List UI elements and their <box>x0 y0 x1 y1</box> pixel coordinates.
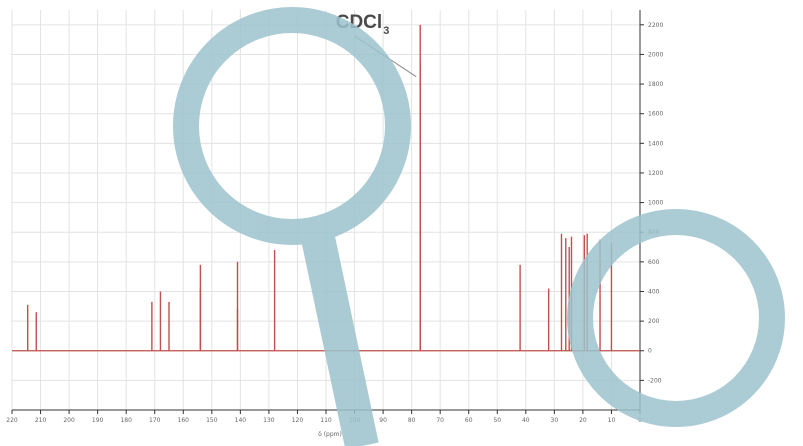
x-tick-label: 210 <box>35 417 47 424</box>
y-tick-label: 1000 <box>648 200 663 207</box>
x-tick-label: 30 <box>551 417 559 424</box>
y-tick-label: 1400 <box>648 140 663 147</box>
x-tick-label: 80 <box>408 417 416 424</box>
y-tick-label: -200 <box>648 377 662 384</box>
y-tick-label: 200 <box>648 318 660 325</box>
x-tick-label: 180 <box>120 417 132 424</box>
x-tick-label: 110 <box>320 417 332 424</box>
x-tick-label: 160 <box>178 417 190 424</box>
x-axis-label: δ (ppm) <box>318 431 342 438</box>
x-tick-label: 40 <box>522 417 530 424</box>
x-tick-label: 50 <box>493 417 501 424</box>
y-tick-label: 600 <box>648 259 660 266</box>
y-tick-label: 0 <box>648 348 652 355</box>
y-ticks: -200020040060080010001200140016001800200… <box>640 22 663 384</box>
y-tick-label: 1200 <box>648 170 663 177</box>
y-tick-label: 400 <box>648 288 660 295</box>
x-ticks: 0102030405060708090100110120130140150160… <box>6 410 642 424</box>
y-tick-label: 1600 <box>648 111 663 118</box>
x-tick-label: 90 <box>379 417 387 424</box>
y-tick-label: 2000 <box>648 51 663 58</box>
x-tick-label: 170 <box>149 417 161 424</box>
x-tick-label: 120 <box>292 417 304 424</box>
y-tick-label: 2200 <box>648 22 663 29</box>
x-tick-label: 220 <box>6 417 18 424</box>
x-tick-label: 10 <box>608 417 616 424</box>
x-tick-label: 140 <box>235 417 247 424</box>
x-tick-label: 60 <box>465 417 473 424</box>
x-tick-label: 70 <box>436 417 444 424</box>
x-tick-label: 200 <box>63 417 75 424</box>
x-tick-label: 130 <box>263 417 275 424</box>
x-tick-label: 150 <box>206 417 218 424</box>
peak-annotation-subscript: 3 <box>383 25 389 37</box>
x-tick-label: 190 <box>92 417 104 424</box>
x-tick-label: 20 <box>579 417 587 424</box>
magnifier-watermark-icon <box>173 7 785 446</box>
y-tick-label: 1800 <box>648 81 663 88</box>
